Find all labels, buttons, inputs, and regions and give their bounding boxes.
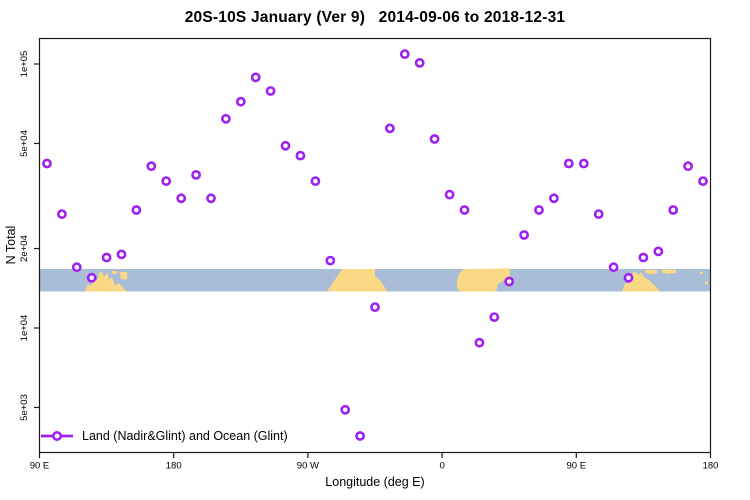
x-tick-label: 0 — [439, 461, 444, 472]
y-tick-label: 1e+04 — [19, 315, 30, 342]
data-point — [86, 272, 97, 283]
data-point — [101, 252, 112, 263]
y-tick-label: 5e+03 — [19, 394, 30, 421]
data-point — [265, 86, 276, 96]
data-point — [668, 205, 679, 215]
data-point — [310, 176, 321, 186]
data-point — [549, 193, 559, 204]
data-point — [444, 189, 455, 200]
map-band-land-patch — [85, 271, 127, 292]
data-point — [42, 158, 52, 169]
data-point — [429, 134, 440, 144]
data-point — [57, 209, 67, 219]
data-point — [176, 193, 187, 204]
legend: Land (Nadir&Glint) and Ocean (Glint) — [40, 428, 288, 444]
data-point — [220, 113, 231, 124]
plot-box — [38, 37, 712, 454]
x-tick-label: 90 E — [567, 461, 587, 472]
map-band-land-patch — [645, 270, 657, 274]
y-tick-label: 2e+04 — [19, 235, 30, 262]
data-point — [206, 193, 216, 204]
data-point — [474, 337, 485, 348]
data-point — [146, 161, 157, 172]
data-point — [235, 96, 246, 107]
data-point — [504, 276, 515, 287]
data-point — [116, 249, 127, 260]
legend-marker-icon — [41, 431, 73, 442]
data-point — [698, 176, 708, 186]
data-point — [534, 205, 544, 215]
data-point — [131, 205, 142, 215]
data-point — [370, 302, 380, 312]
data-point — [384, 123, 395, 134]
x-tick-label: 90 E — [30, 461, 50, 472]
y-axis-label: N Total — [4, 225, 18, 265]
map-band-land-patch — [705, 281, 708, 284]
data-point — [280, 140, 291, 151]
legend-label: Land (Nadir&Glint) and Ocean (Glint) — [82, 429, 288, 443]
data-point — [355, 431, 365, 441]
x-tick-label: 180 — [166, 461, 182, 472]
data-point — [399, 49, 410, 59]
x-tick-label: 90 W — [297, 461, 319, 472]
data-point — [295, 150, 306, 161]
data-point — [563, 158, 574, 169]
data-point — [191, 169, 201, 180]
data-point — [325, 255, 336, 266]
data-point — [459, 205, 470, 215]
data-point — [489, 312, 500, 322]
chart-title: 20S-10S January (Ver 9) 2014-09-06 to 20… — [184, 9, 566, 26]
data-point — [623, 272, 634, 283]
data-point — [161, 176, 172, 186]
data-point — [593, 209, 604, 219]
data-point — [250, 72, 261, 83]
data-point — [519, 230, 529, 240]
x-tick-label: 180 — [703, 461, 719, 472]
data-point — [608, 262, 619, 273]
map-band-land-patch — [662, 269, 676, 274]
data-point — [71, 262, 82, 273]
data-point — [414, 58, 425, 68]
data-point — [653, 246, 664, 257]
map-band-land-patch — [327, 269, 387, 292]
data-point — [340, 404, 351, 415]
map-band-land-patch — [456, 268, 510, 292]
x-axis-label: Longitude (deg E) — [325, 475, 425, 489]
y-tick-label: 5e+04 — [19, 130, 30, 157]
y-tick-label: 1e+05 — [19, 51, 30, 78]
map-band-land-patch — [120, 272, 127, 280]
data-point — [578, 158, 589, 169]
map-band-land-patch — [112, 271, 117, 274]
data-point — [638, 252, 649, 263]
map-band-land-patch — [700, 271, 703, 274]
data-point — [683, 161, 693, 172]
